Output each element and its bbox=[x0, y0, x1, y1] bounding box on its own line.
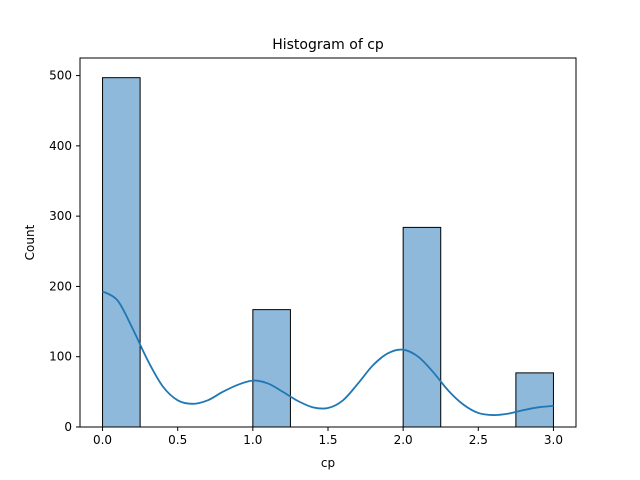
x-tick-label: 1.5 bbox=[318, 433, 337, 447]
x-tick-label: 1.0 bbox=[243, 433, 262, 447]
x-tick-label: 0.5 bbox=[168, 433, 187, 447]
x-tick-label: 2.0 bbox=[394, 433, 413, 447]
y-tick-label: 200 bbox=[49, 279, 72, 293]
y-tick-label: 100 bbox=[49, 350, 72, 364]
histogram-bar bbox=[402, 226, 442, 428]
y-tick-label: 0 bbox=[64, 420, 72, 434]
y-tick-label: 300 bbox=[49, 209, 72, 223]
histogram-bar bbox=[515, 372, 554, 428]
chart-title: Histogram of cp bbox=[272, 37, 384, 53]
kde-layer bbox=[102, 290, 554, 416]
y-axis-label: Count bbox=[23, 224, 37, 260]
y-tick-label: 400 bbox=[49, 139, 72, 153]
x-tick-label: 3.0 bbox=[544, 433, 563, 447]
histogram-bar bbox=[252, 309, 291, 428]
x-axis: 0.0 0.5 1.0 1.5 2.0 2.5 3.0 bbox=[93, 427, 563, 447]
histogram-bar bbox=[102, 77, 141, 428]
bars-layer bbox=[102, 77, 554, 428]
kde-curve bbox=[102, 290, 554, 416]
x-tick-label: 2.5 bbox=[469, 433, 488, 447]
x-tick-label: 0.0 bbox=[93, 433, 112, 447]
y-axis: 0 100 200 300 400 500 bbox=[49, 69, 80, 434]
y-tick-label: 500 bbox=[49, 69, 72, 83]
x-axis-label: cp bbox=[321, 456, 335, 470]
